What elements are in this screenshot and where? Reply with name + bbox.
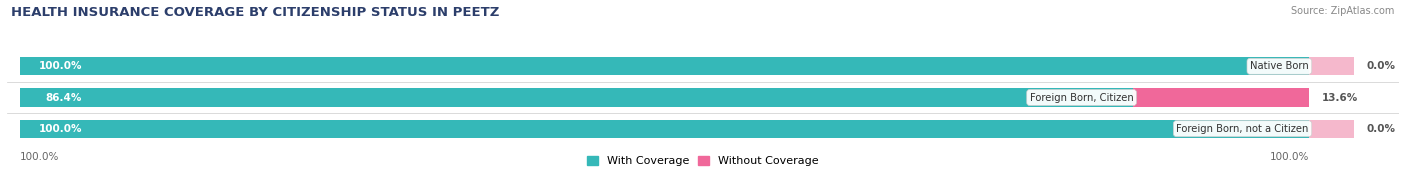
- Text: 0.0%: 0.0%: [1367, 124, 1396, 134]
- Bar: [20, 120, 1309, 138]
- Text: 100.0%: 100.0%: [39, 124, 83, 134]
- Text: 13.6%: 13.6%: [1322, 92, 1358, 103]
- Text: Source: ZipAtlas.com: Source: ZipAtlas.com: [1291, 6, 1395, 16]
- Bar: [20, 57, 1309, 75]
- Text: 100.0%: 100.0%: [20, 152, 59, 162]
- Bar: [20, 120, 1309, 138]
- Text: Foreign Born, not a Citizen: Foreign Born, not a Citizen: [1177, 124, 1309, 134]
- Bar: [20, 89, 1133, 106]
- Legend: With Coverage, Without Coverage: With Coverage, Without Coverage: [588, 156, 818, 166]
- Text: 100.0%: 100.0%: [1270, 152, 1309, 162]
- Text: 0.0%: 0.0%: [1367, 61, 1396, 71]
- Text: 100.0%: 100.0%: [39, 61, 83, 71]
- Text: Foreign Born, Citizen: Foreign Born, Citizen: [1029, 92, 1133, 103]
- Bar: [20, 89, 1309, 106]
- Text: 86.4%: 86.4%: [45, 92, 82, 103]
- Bar: [1133, 89, 1309, 106]
- Bar: [1309, 57, 1354, 75]
- Text: HEALTH INSURANCE COVERAGE BY CITIZENSHIP STATUS IN PEETZ: HEALTH INSURANCE COVERAGE BY CITIZENSHIP…: [11, 6, 499, 19]
- Bar: [20, 57, 1309, 75]
- Text: Native Born: Native Born: [1250, 61, 1309, 71]
- Bar: [1309, 120, 1354, 138]
